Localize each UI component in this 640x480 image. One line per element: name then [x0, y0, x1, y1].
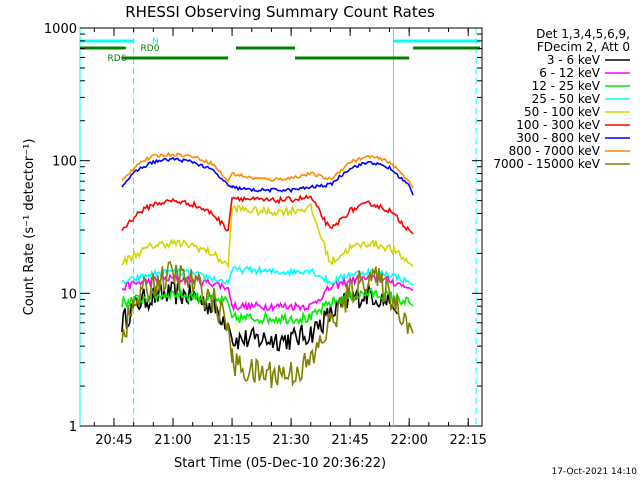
legend-label-5: 100 - 300 keV	[516, 118, 600, 132]
series-2	[121, 287, 414, 326]
y-axis: 1 10 100 1000	[44, 22, 482, 435]
x-axis-label: Start Time (05-Dec-10 20:36:22)	[174, 456, 386, 471]
legend-header-1: FDecim 2, Att 0	[537, 40, 630, 54]
flag-label-n: N	[152, 37, 159, 47]
series-8	[121, 260, 414, 389]
x-tick-label-3: 21:30	[272, 433, 309, 448]
series-7	[121, 151, 414, 189]
x-tick-label-1: 21:00	[154, 433, 191, 448]
legend-label-8: 7000 - 15000 keV	[493, 157, 600, 171]
y-tick-label-0: 1	[69, 420, 77, 435]
x-tick-label-0: 20:45	[95, 433, 132, 448]
y-tick-label-3: 1000	[44, 22, 77, 37]
plot-frame	[79, 27, 483, 427]
legend-label-1: 6 - 12 keV	[539, 66, 601, 80]
y-tick-label-1: 10	[60, 287, 77, 302]
series-5	[121, 194, 414, 235]
flag-label-rd6: RD6	[108, 54, 127, 64]
legend-label-3: 25 - 50 keV	[532, 92, 601, 106]
legend-label-4: 50 - 100 keV	[524, 105, 601, 119]
x-axis: 20:45 21:00 21:15 21:30 21:45 22:00 22:15	[93, 28, 487, 448]
legend-label-2: 12 - 25 keV	[532, 79, 601, 93]
series-4	[121, 202, 414, 270]
series-1	[121, 273, 414, 313]
series-6	[121, 156, 414, 196]
x-tick-label-4: 21:45	[331, 433, 368, 448]
x-tick-label-6: 22:15	[449, 433, 486, 448]
flag-label-rd0: RD0	[141, 44, 160, 54]
footer-date: 17-Oct-2021 14:10	[552, 467, 638, 477]
series-group	[121, 151, 414, 389]
x-tick-label-2: 21:15	[213, 433, 250, 448]
legend-label-0: 3 - 6 keV	[547, 53, 601, 67]
legend: Det 1,3,4,5,6,9,FDecim 2, Att 03 - 6 keV…	[493, 27, 630, 171]
legend-label-7: 800 - 7000 keV	[509, 144, 601, 158]
chart-title: RHESSI Observing Summary Count Rates	[125, 3, 435, 21]
x-tick-label-5: 22:00	[390, 433, 427, 448]
legend-label-6: 300 - 800 keV	[516, 131, 600, 145]
legend-header-0: Det 1,3,4,5,6,9,	[536, 27, 630, 41]
y-axis-label: Count Rate (s⁻¹ detector⁻¹)	[22, 139, 37, 316]
y-tick-label-2: 100	[52, 155, 77, 170]
vertical-markers	[79, 28, 477, 426]
series-3	[121, 265, 414, 286]
